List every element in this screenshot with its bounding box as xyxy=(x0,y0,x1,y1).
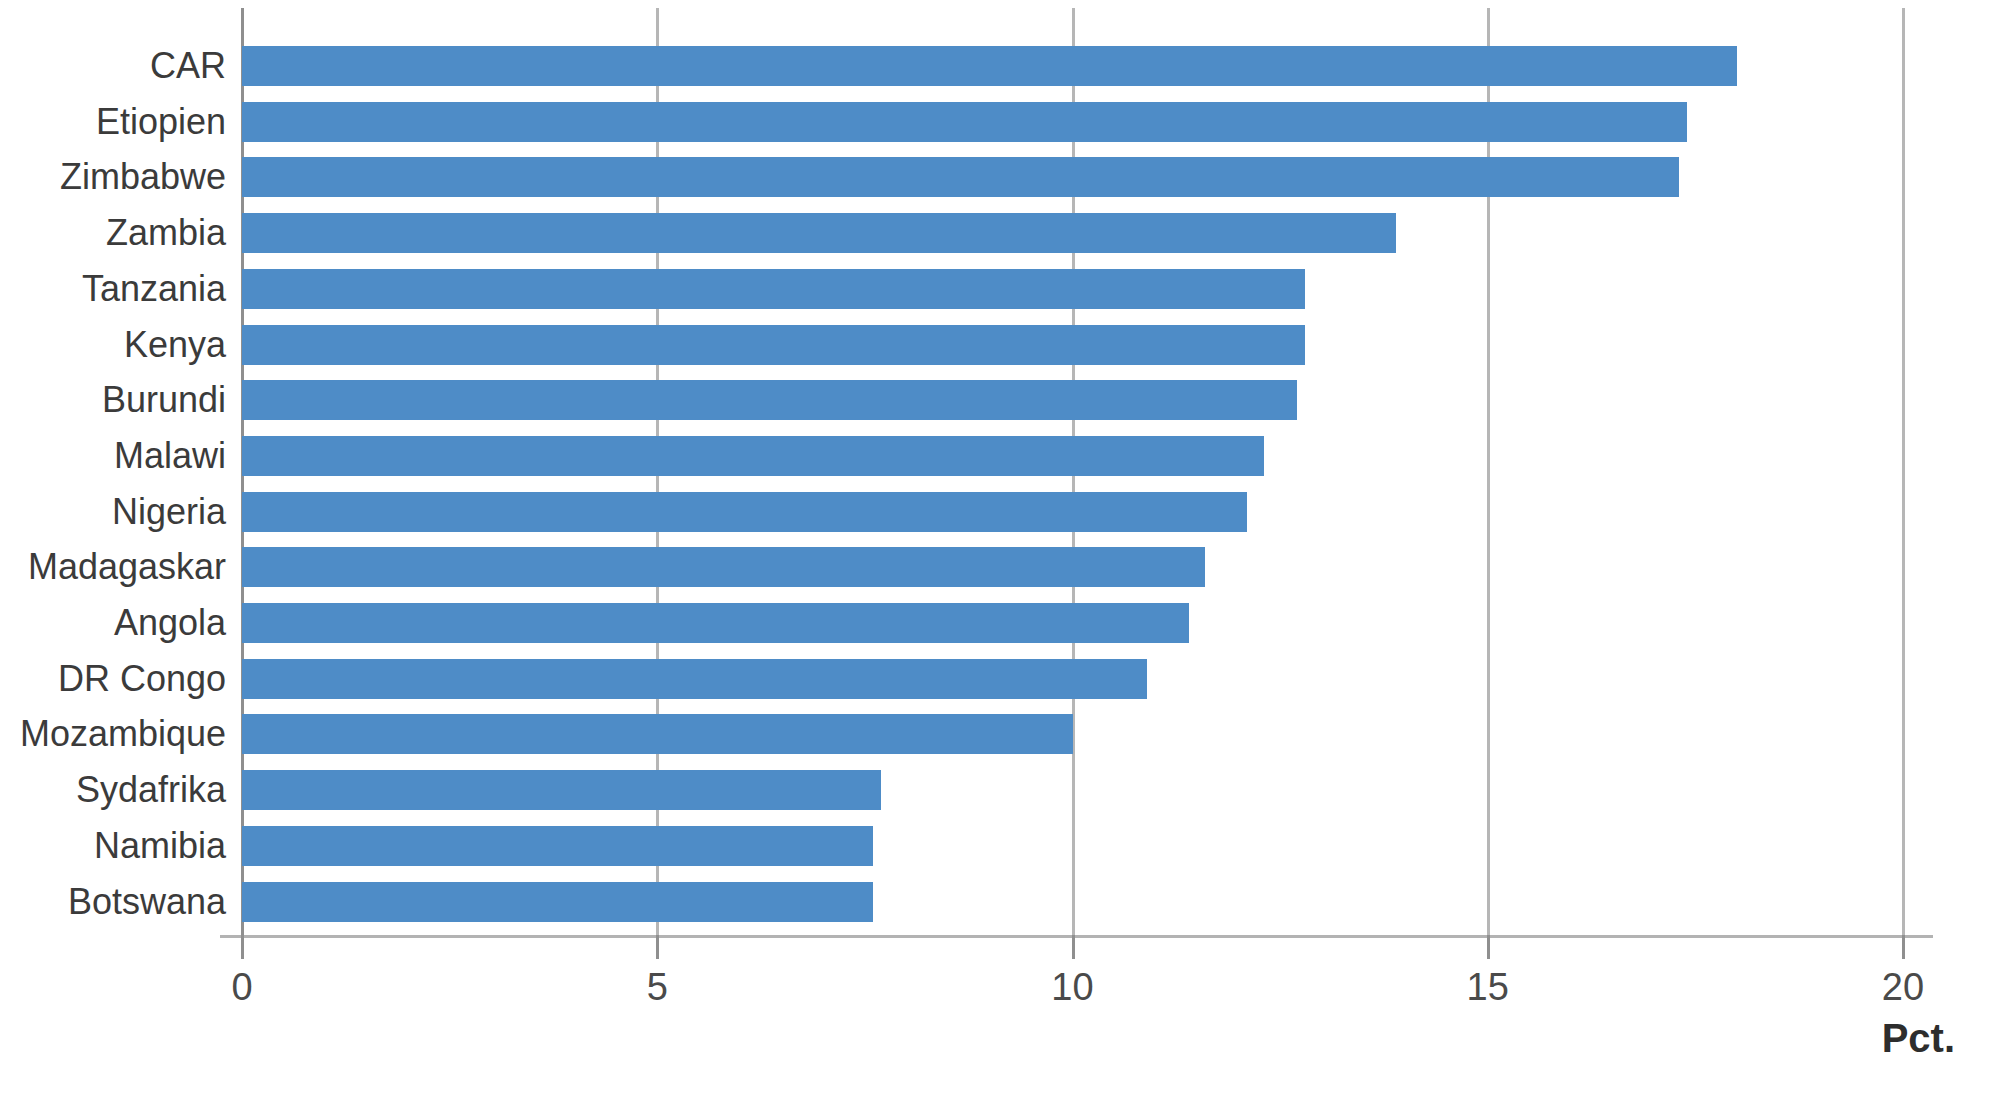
bar-etiopien xyxy=(242,102,1687,142)
bar-tanzania xyxy=(242,269,1305,309)
bar-kenya xyxy=(242,325,1305,365)
bar-mozambique xyxy=(242,714,1073,754)
x-tick-label-0: 0 xyxy=(231,966,252,1009)
y-axis-label-etiopien: Etiopien xyxy=(0,102,226,142)
y-axis-label-nigeria: Nigeria xyxy=(0,492,226,532)
y-axis-label-madagaskar: Madagaskar xyxy=(0,547,226,587)
y-axis-label-tanzania: Tanzania xyxy=(0,269,226,309)
bar-nigeria xyxy=(242,492,1247,532)
bar-chart: CAR Etiopien Zimbabwe Zambia Tanzania Kenya Bu… xyxy=(0,0,2000,1120)
bar-botswana xyxy=(242,882,873,922)
bar-car xyxy=(242,46,1737,86)
x-tick-label-10: 10 xyxy=(1051,966,1093,1009)
bar-madagaskar xyxy=(242,547,1205,587)
gridline-x-15 xyxy=(1487,8,1490,935)
y-axis-label-mozambique: Mozambique xyxy=(0,714,226,754)
bar-sydafrika xyxy=(242,770,881,810)
y-axis-label-zambia: Zambia xyxy=(0,213,226,253)
x-axis-tick-10 xyxy=(1072,935,1075,959)
y-axis-label-malawi: Malawi xyxy=(0,436,226,476)
bar-zambia xyxy=(242,213,1396,253)
x-tick-label-5: 5 xyxy=(647,966,668,1009)
bar-malawi xyxy=(242,436,1264,476)
bar-burundi xyxy=(242,380,1297,420)
x-axis-tick-5 xyxy=(656,935,659,959)
y-axis-label-namibia: Namibia xyxy=(0,826,226,866)
x-axis-tick-15 xyxy=(1487,935,1490,959)
y-axis-label-botswana: Botswana xyxy=(0,882,226,922)
y-axis-label-kenya: Kenya xyxy=(0,325,226,365)
gridline-x-20 xyxy=(1902,8,1905,935)
x-tick-label-15: 15 xyxy=(1467,966,1509,1009)
y-axis-label-angola: Angola xyxy=(0,603,226,643)
bar-namibia xyxy=(242,826,873,866)
y-axis-label-sydafrika: Sydafrika xyxy=(0,770,226,810)
bar-angola xyxy=(242,603,1189,643)
bar-dr-congo xyxy=(242,659,1147,699)
x-tick-label-20: 20 xyxy=(1882,966,1924,1009)
y-axis-label-burundi: Burundi xyxy=(0,380,226,420)
y-axis-label-car: CAR xyxy=(0,46,226,86)
y-axis-label-zimbabwe: Zimbabwe xyxy=(0,157,226,197)
y-axis-label-dr-congo: DR Congo xyxy=(0,659,226,699)
bar-zimbabwe xyxy=(242,157,1679,197)
x-axis-title: Pct. xyxy=(1555,1016,1955,1061)
x-axis-line xyxy=(220,935,1933,938)
x-axis-tick-20 xyxy=(1902,935,1905,959)
x-axis-tick-0 xyxy=(241,935,244,959)
